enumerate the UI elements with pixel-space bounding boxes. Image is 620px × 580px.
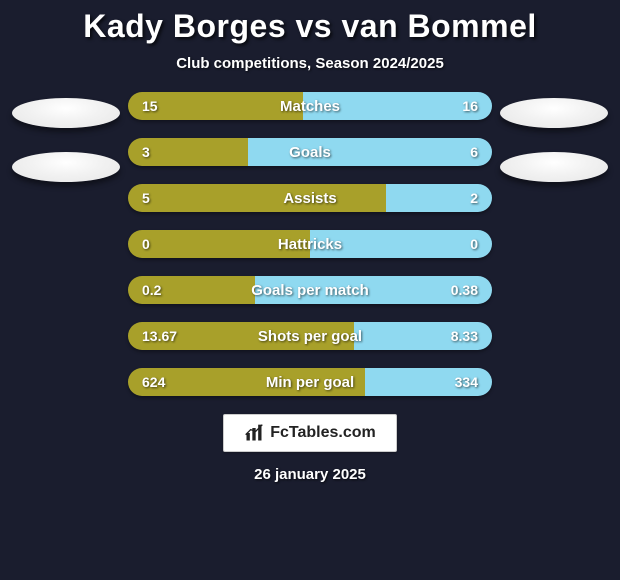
stat-label: Goals [289, 144, 331, 161]
stat-bar: 3 Goals 6 [128, 138, 492, 166]
stat-bar: 15 Matches 16 [128, 92, 492, 120]
page-title: Kady Borges vs van Bommel [83, 8, 537, 45]
brand-badge[interactable]: FcTables.com [223, 414, 397, 452]
stat-bar-labels: 3 Goals 6 [128, 138, 492, 166]
stat-bar: 0 Hattricks 0 [128, 230, 492, 258]
stat-right-value: 6 [470, 144, 478, 160]
comparison-card: Kady Borges vs van Bommel Club competiti… [0, 0, 620, 580]
stat-left-value: 624 [142, 374, 165, 390]
stat-label: Assists [283, 190, 336, 207]
stat-label: Hattricks [278, 236, 342, 253]
stat-bar: 13.67 Shots per goal 8.33 [128, 322, 492, 350]
stat-right-value: 334 [455, 374, 478, 390]
stat-right-value: 16 [462, 98, 478, 114]
stat-label: Matches [280, 98, 340, 115]
stat-left-value: 0.2 [142, 282, 161, 298]
stat-bar: 5 Assists 2 [128, 184, 492, 212]
stat-bar-labels: 0 Hattricks 0 [128, 230, 492, 258]
bar-chart-icon [244, 423, 264, 443]
player2-disc [500, 98, 608, 128]
stat-bar: 0.2 Goals per match 0.38 [128, 276, 492, 304]
stat-right-value: 2 [470, 190, 478, 206]
stat-right-value: 0.38 [451, 282, 478, 298]
stat-label: Shots per goal [258, 328, 362, 345]
stat-label: Min per goal [266, 374, 354, 391]
stat-bar-labels: 624 Min per goal 334 [128, 368, 492, 396]
stat-right-value: 0 [470, 236, 478, 252]
stat-right-value: 8.33 [451, 328, 478, 344]
stat-bar-labels: 0.2 Goals per match 0.38 [128, 276, 492, 304]
stat-left-value: 15 [142, 98, 158, 114]
player2-disc [500, 152, 608, 182]
stat-left-value: 5 [142, 190, 150, 206]
player2-disc-column [494, 92, 614, 182]
stat-left-value: 13.67 [142, 328, 177, 344]
content-row: 15 Matches 16 3 Goals 6 5 Assists 2 0 Hattricks 0 0.… [0, 92, 620, 396]
stat-bar: 624 Min per goal 334 [128, 368, 492, 396]
page-subtitle: Club competitions, Season 2024/2025 [176, 55, 444, 72]
stat-left-value: 3 [142, 144, 150, 160]
player1-disc [12, 98, 120, 128]
stat-left-value: 0 [142, 236, 150, 252]
player1-disc-column [6, 92, 126, 182]
brand-text: FcTables.com [270, 424, 376, 442]
render-date: 26 january 2025 [254, 466, 366, 483]
comparison-bars: 15 Matches 16 3 Goals 6 5 Assists 2 0 Hattricks 0 0.… [126, 92, 494, 396]
stat-bar-labels: 13.67 Shots per goal 8.33 [128, 322, 492, 350]
stat-label: Goals per match [251, 282, 369, 299]
player1-disc [12, 152, 120, 182]
stat-bar-labels: 15 Matches 16 [128, 92, 492, 120]
stat-bar-labels: 5 Assists 2 [128, 184, 492, 212]
